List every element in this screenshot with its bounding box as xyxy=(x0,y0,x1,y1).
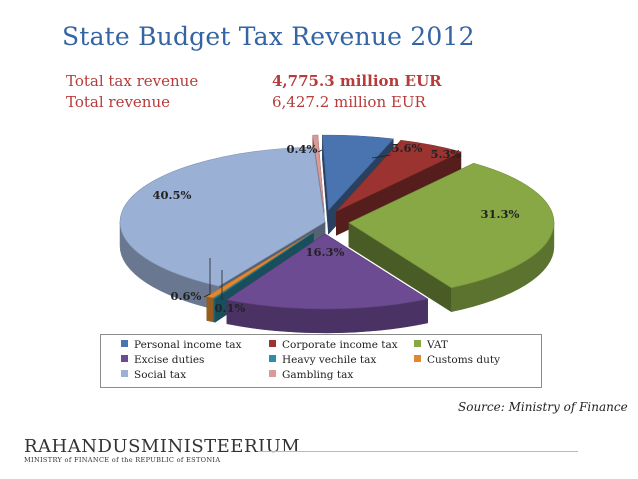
legend-swatch xyxy=(269,370,276,377)
legend-swatch xyxy=(269,340,276,347)
pie-slices xyxy=(119,134,555,334)
pie-slice-vat xyxy=(348,162,555,313)
logo-subtitle: MINISTRY of FINANCE of the REPUBLIC of E… xyxy=(24,456,221,464)
legend-swatch xyxy=(121,340,128,347)
legend-item-gambling-tax: Gambling tax xyxy=(269,369,353,381)
legend-label: Gambling tax xyxy=(282,369,354,381)
footer-divider xyxy=(258,451,578,452)
total-tax-revenue-label: Total tax revenue xyxy=(66,72,199,90)
total-revenue-label: Total revenue xyxy=(66,93,171,111)
data-label-gambling-tax: 0.4% xyxy=(287,142,318,156)
data-label-vat: 31.3% xyxy=(481,207,520,221)
chart-legend: Personal income tax Corporate income tax V… xyxy=(100,334,542,388)
legend-swatch xyxy=(414,355,421,362)
legend-swatch xyxy=(121,370,128,377)
logo-wordmark: RAHANDUSMINISTEERIUM xyxy=(24,436,301,457)
legend-item-corporate-income-tax: Corporate income tax xyxy=(269,339,398,351)
data-label-excise-duties: 16.3% xyxy=(306,245,345,259)
pie-slice-excise-duties xyxy=(226,233,429,334)
legend-swatch xyxy=(121,355,128,362)
leader-line-7 xyxy=(317,149,323,153)
leader-line-5 xyxy=(203,258,211,298)
total-tax-revenue-value: 4,775.3 million EUR xyxy=(272,72,442,90)
legend-label: Heavy vechile tax xyxy=(282,354,377,366)
legend-swatch xyxy=(269,355,276,362)
source-note: Source: Ministry of Finance xyxy=(458,400,628,414)
legend-label: Social tax xyxy=(134,369,187,381)
legend-label: Excise duties xyxy=(134,354,205,366)
legend-item-vat: VAT xyxy=(414,339,448,351)
legend-item-personal-income-tax: Personal income tax xyxy=(121,339,242,351)
legend-item-social-tax: Social tax xyxy=(121,369,186,381)
total-revenue-value: 6,427.2 million EUR xyxy=(272,93,426,111)
data-label-social-tax: 40.5% xyxy=(153,188,192,202)
legend-item-heavy-vechile-tax: Heavy vechile tax xyxy=(269,354,376,366)
page-title: State Budget Tax Revenue 2012 xyxy=(62,22,475,51)
legend-label: VAT xyxy=(427,339,448,351)
ministry-logo: RAHANDUSMINISTEERIUM MINISTRY of FINANCE… xyxy=(24,436,300,464)
legend-label: Customs duty xyxy=(427,354,501,366)
data-label-personal-income-tax: 5.6% xyxy=(392,141,423,155)
legend-item-customs-duty: Customs duty xyxy=(414,354,500,366)
legend-item-excise-duties: Excise duties xyxy=(121,354,204,366)
data-label-corporate-income-tax: 5.3% xyxy=(431,147,462,161)
legend-swatch xyxy=(414,340,421,347)
leader-line-0 xyxy=(371,154,392,159)
legend-label: Personal income tax xyxy=(134,339,242,351)
data-label-customs-duty: 0.6% xyxy=(171,289,202,303)
data-label-heavy-vechile-tax: 0.1% xyxy=(215,301,246,315)
legend-label: Corporate income tax xyxy=(282,339,398,351)
